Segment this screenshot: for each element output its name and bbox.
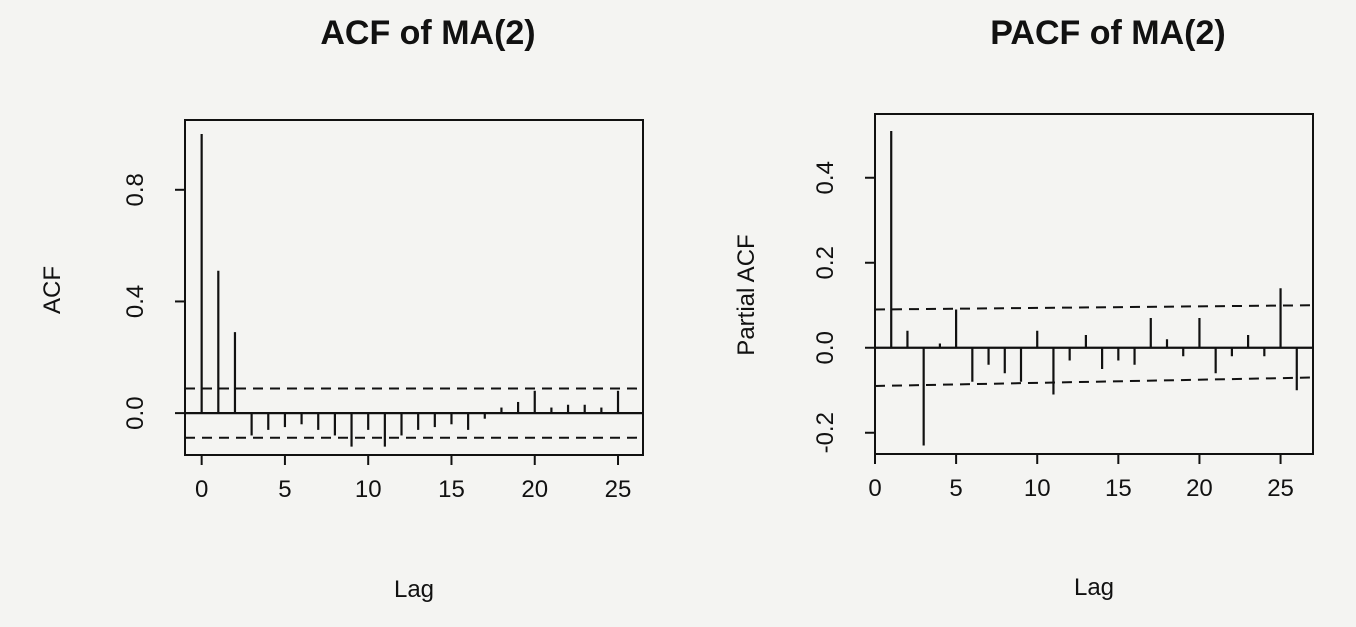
- pacf-panel: PACF of MA(2) 0 5 10 15 20 25 -0.2 0.0 0.2 0.4 L…: [733, 14, 1314, 601]
- acf-x-tick-label: 0: [195, 476, 208, 503]
- pacf-x-tick-label: 25: [1267, 475, 1294, 502]
- pacf-x-tick-label: 10: [1024, 475, 1051, 502]
- pacf-title: PACF of MA(2): [990, 14, 1225, 52]
- acf-y-tick-label: 0.0: [122, 396, 149, 429]
- acf-x-tick-label: 20: [521, 476, 548, 503]
- pacf-ci-upper: [874, 304, 1314, 311]
- acf-y-label: ACF: [39, 266, 66, 314]
- pacf-y-tick-label: 0.2: [812, 246, 839, 279]
- acf-title: ACF of MA(2): [320, 14, 535, 52]
- pacf-x-tick-label: 15: [1105, 475, 1132, 502]
- pacf-x-label: Lag: [1074, 574, 1114, 601]
- pacf-plot-frame: [874, 113, 1314, 455]
- acf-x-tick-label: 10: [355, 476, 382, 503]
- pacf-x-axis: 0 5 10 15 20 25: [868, 454, 1294, 502]
- pacf-y-tick-label: 0.4: [812, 161, 839, 194]
- pacf-y-label: Partial ACF: [733, 234, 760, 355]
- acf-y-tick-label: 0.8: [122, 173, 149, 206]
- pacf-y-axis: -0.2 0.0 0.2 0.4: [812, 161, 875, 453]
- acf-x-axis: 0 5 10 15 20 25: [195, 455, 631, 503]
- acf-x-tick-label: 25: [605, 476, 632, 503]
- pacf-y-tick-label: -0.2: [812, 412, 839, 453]
- acf-y-tick-label: 0.4: [122, 285, 149, 318]
- acf-marks: [185, 133, 643, 447]
- pacf-x-tick-label: 5: [949, 475, 962, 502]
- pacf-marks: [874, 131, 1314, 446]
- pacf-ci-lower: [874, 376, 1314, 387]
- acf-y-axis: 0.0 0.4 0.8: [122, 173, 185, 430]
- acf-x-label: Lag: [394, 576, 434, 603]
- acf-panel: ACF of MA(2) 0 5 10 15 20 25 0.0 0.4 0.8 Lag AC…: [39, 14, 644, 603]
- pacf-y-tick-label: 0.0: [812, 331, 839, 364]
- pacf-x-tick-label: 0: [868, 475, 881, 502]
- acf-x-tick-label: 15: [438, 476, 465, 503]
- acf-x-tick-label: 5: [278, 476, 291, 503]
- acf-plot-frame: [184, 119, 644, 456]
- pacf-x-tick-label: 20: [1186, 475, 1213, 502]
